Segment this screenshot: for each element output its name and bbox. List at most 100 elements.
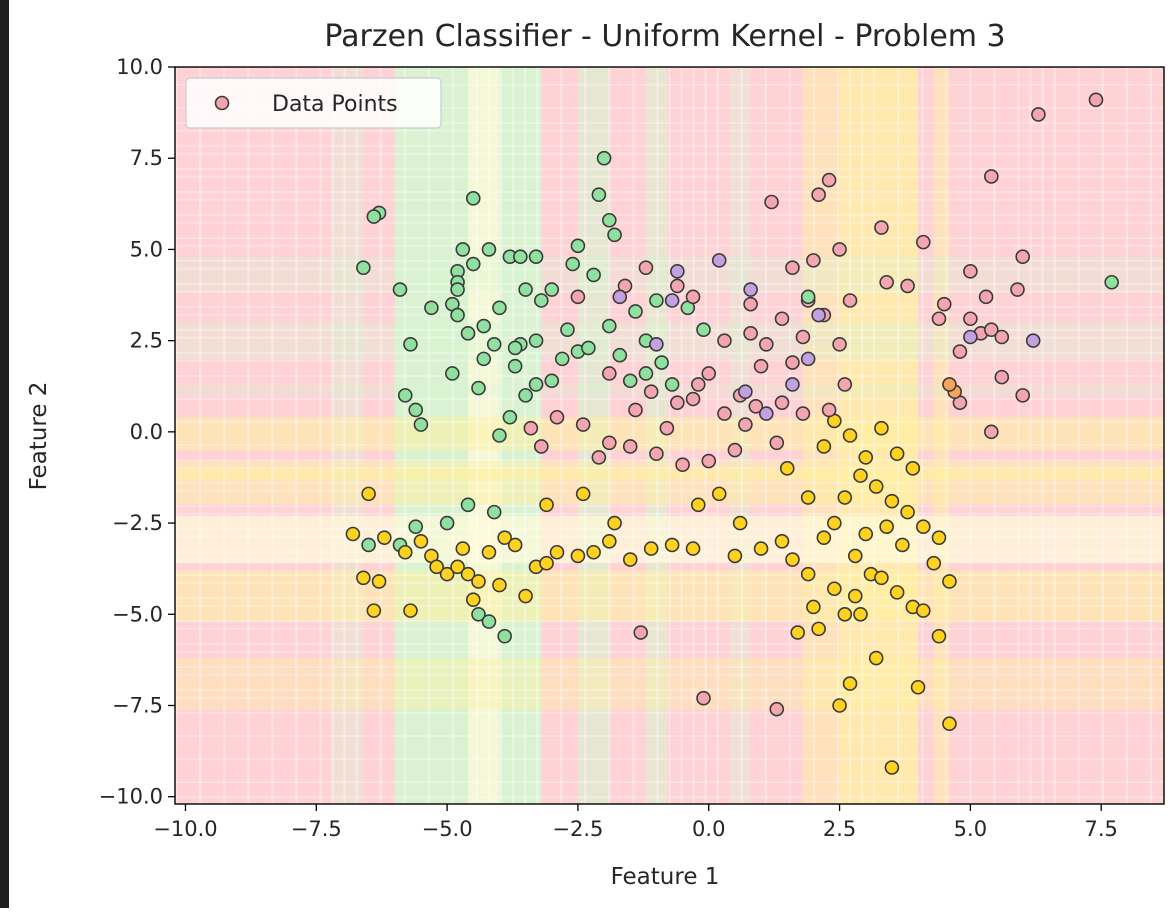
region-stripe bbox=[175, 351, 1164, 354]
data-point bbox=[984, 424, 999, 440]
data-point bbox=[570, 238, 586, 254]
region-stripe bbox=[271, 67, 274, 804]
data-point bbox=[832, 336, 847, 352]
data-point bbox=[460, 566, 476, 582]
data-points bbox=[345, 92, 1119, 775]
data-point bbox=[664, 537, 680, 553]
data-point bbox=[847, 588, 863, 604]
region-stripe bbox=[632, 67, 635, 804]
region-stripe bbox=[511, 67, 515, 804]
data-point bbox=[717, 406, 732, 421]
data-point bbox=[497, 530, 512, 545]
region-stripe bbox=[584, 67, 587, 804]
data-point bbox=[963, 311, 978, 327]
data-point bbox=[492, 428, 507, 443]
data-point bbox=[612, 289, 628, 305]
data-point bbox=[759, 406, 774, 421]
region-stripe bbox=[175, 620, 1164, 623]
data-point bbox=[439, 566, 455, 582]
x-tick-label: 7.5 bbox=[1085, 817, 1118, 841]
x-axis-label: Feature 1 bbox=[611, 864, 720, 890]
data-point bbox=[931, 311, 947, 327]
data-point bbox=[544, 373, 560, 389]
data-point bbox=[670, 264, 685, 279]
data-point bbox=[842, 293, 858, 308]
data-point bbox=[539, 497, 554, 513]
region-stripe bbox=[175, 758, 1164, 761]
data-point bbox=[471, 606, 486, 622]
data-point bbox=[711, 253, 727, 268]
data-point bbox=[816, 439, 832, 454]
data-point bbox=[696, 690, 711, 706]
data-point bbox=[743, 326, 758, 341]
data-point bbox=[565, 256, 580, 272]
data-point bbox=[465, 256, 481, 272]
data-point bbox=[764, 194, 779, 210]
data-point bbox=[832, 698, 847, 713]
data-point bbox=[570, 289, 586, 305]
data-point bbox=[884, 760, 900, 775]
data-point bbox=[675, 457, 690, 472]
region-stripe bbox=[343, 67, 346, 804]
data-point bbox=[942, 377, 957, 392]
region-stripe bbox=[331, 67, 334, 804]
data-point bbox=[649, 446, 664, 462]
data-point bbox=[413, 534, 429, 549]
region-stripe bbox=[1017, 67, 1020, 804]
data-point bbox=[685, 541, 701, 556]
region-stripe bbox=[812, 67, 816, 804]
region-stripe bbox=[175, 145, 1164, 148]
data-point bbox=[533, 439, 549, 454]
data-point bbox=[800, 566, 816, 582]
region-stripe bbox=[175, 83, 1164, 86]
data-point bbox=[408, 519, 424, 535]
data-point bbox=[518, 282, 533, 297]
data-point bbox=[607, 227, 622, 243]
region-stripe bbox=[1053, 67, 1056, 804]
data-point bbox=[900, 278, 915, 294]
data-point bbox=[785, 552, 800, 567]
region-stripe bbox=[788, 67, 792, 804]
region-stripe bbox=[1149, 67, 1153, 804]
data-point bbox=[942, 716, 957, 732]
data-point bbox=[994, 329, 1010, 345]
region-stripe bbox=[897, 67, 900, 804]
data-point bbox=[476, 318, 492, 334]
region-stripe bbox=[175, 397, 1164, 400]
data-point bbox=[507, 358, 523, 374]
region-stripe bbox=[861, 67, 864, 804]
data-point bbox=[727, 548, 743, 564]
data-point bbox=[554, 351, 570, 367]
plot-area-frame bbox=[174, 66, 1165, 805]
region-band-h bbox=[175, 468, 1164, 480]
data-point bbox=[481, 544, 497, 560]
data-point bbox=[915, 603, 931, 618]
data-point bbox=[549, 544, 565, 560]
region-stripe bbox=[945, 67, 948, 804]
data-point bbox=[753, 358, 769, 374]
x-tick-label: 2.5 bbox=[823, 817, 856, 841]
region-stripe bbox=[692, 67, 695, 804]
data-point bbox=[774, 395, 790, 410]
region-stripe bbox=[175, 221, 1164, 224]
data-point bbox=[978, 289, 994, 305]
legend[interactable]: Data Points bbox=[185, 77, 442, 129]
y-tick-label: −10.0 bbox=[99, 785, 163, 809]
region-stripe bbox=[175, 558, 1164, 561]
data-point bbox=[984, 169, 999, 184]
data-point bbox=[832, 242, 847, 257]
region-stripe bbox=[175, 689, 1164, 692]
data-point bbox=[486, 336, 502, 352]
data-point bbox=[533, 293, 549, 308]
region-stripe bbox=[175, 168, 1164, 171]
x-tick-label: −10.0 bbox=[153, 817, 217, 841]
data-point bbox=[403, 603, 418, 618]
data-point bbox=[549, 409, 565, 425]
data-point bbox=[528, 249, 544, 265]
data-point bbox=[732, 515, 748, 531]
data-point bbox=[602, 435, 617, 451]
data-point bbox=[450, 307, 465, 323]
data-point bbox=[465, 592, 481, 607]
region-stripe bbox=[536, 67, 539, 804]
region-stripe bbox=[175, 505, 1164, 508]
